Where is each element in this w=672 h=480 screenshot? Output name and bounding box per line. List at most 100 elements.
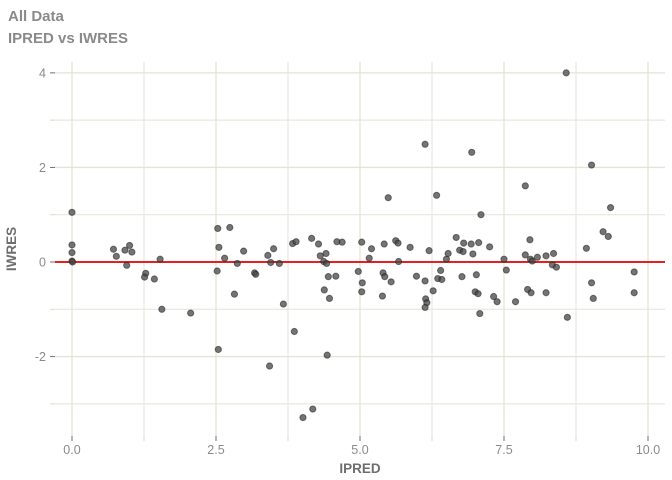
y-tick-label: 4 <box>39 66 46 80</box>
data-point <box>269 245 278 253</box>
x-tick-label: 7.5 <box>495 443 512 457</box>
x-tick-label: 0.0 <box>63 443 80 457</box>
data-point <box>380 240 388 248</box>
data-point <box>325 294 334 303</box>
plot-subtitle: IPRED vs IWRES <box>8 30 129 47</box>
data-point <box>381 273 389 281</box>
data-point <box>68 241 76 249</box>
data-point <box>290 327 298 336</box>
data-point <box>323 351 331 359</box>
data-point <box>587 161 596 169</box>
data-point <box>68 258 77 266</box>
data-point <box>474 290 482 298</box>
data-point <box>299 413 307 422</box>
data-point <box>476 309 484 318</box>
data-point <box>332 272 340 280</box>
data-point <box>468 148 476 156</box>
data-point <box>121 246 129 254</box>
data-point <box>406 243 414 251</box>
data-point <box>421 140 429 148</box>
data-point <box>521 251 529 259</box>
data-point <box>490 292 498 301</box>
data-point <box>367 245 376 253</box>
data-point <box>267 258 275 267</box>
y-tick-label: 2 <box>39 161 46 175</box>
data-point <box>265 362 274 370</box>
data-point <box>542 252 550 260</box>
data-point <box>437 266 445 275</box>
data-point <box>469 250 477 258</box>
data-point <box>542 289 550 297</box>
data-point <box>314 240 323 248</box>
data-point <box>275 259 283 268</box>
data-point <box>511 298 520 306</box>
data-point <box>458 273 466 281</box>
data-point <box>109 245 118 253</box>
data-point <box>320 286 328 294</box>
data-point <box>412 272 421 280</box>
data-point <box>322 249 330 258</box>
title-block: All Data IPRED vs IWRES <box>8 6 128 50</box>
data-point <box>552 263 561 271</box>
data-point <box>589 294 597 303</box>
x-axis-title: IPRED <box>339 461 381 476</box>
data-point <box>158 305 166 313</box>
data-point <box>338 238 346 246</box>
data-point <box>394 257 403 266</box>
data-point <box>279 300 287 308</box>
data-point <box>128 248 136 256</box>
plot-title: All Data <box>8 8 64 25</box>
data-point <box>438 275 446 284</box>
x-tick-label: 5.0 <box>351 443 368 457</box>
data-point <box>308 234 316 242</box>
data-point <box>421 277 429 285</box>
data-point <box>582 244 590 252</box>
data-point <box>292 238 300 246</box>
data-point <box>309 405 317 413</box>
data-point <box>562 69 570 77</box>
data-point <box>444 249 452 258</box>
data-point <box>213 267 221 275</box>
data-point <box>187 309 195 317</box>
data-point <box>68 208 76 216</box>
data-point <box>460 239 468 247</box>
data-point <box>358 279 366 287</box>
y-axis-title: IWRES <box>4 227 19 271</box>
data-point <box>384 194 392 202</box>
data-point <box>378 292 387 300</box>
data-point <box>365 254 373 262</box>
x-tick-label: 10.0 <box>636 443 660 457</box>
data-point <box>140 273 149 281</box>
data-point <box>240 247 248 255</box>
data-point <box>486 243 494 251</box>
data-point <box>533 253 542 261</box>
data-point <box>630 268 638 276</box>
data-point <box>475 239 483 247</box>
data-point <box>493 298 501 306</box>
data-point <box>233 259 241 268</box>
data-point <box>125 241 134 250</box>
data-point <box>477 211 485 219</box>
data-point <box>527 289 535 297</box>
data-point <box>563 313 571 321</box>
data-point <box>421 303 429 311</box>
data-point <box>358 288 366 296</box>
data-point <box>502 266 510 274</box>
y-tick-label: 0 <box>39 256 46 270</box>
data-point <box>459 248 467 256</box>
data-point <box>500 255 508 263</box>
data-point <box>156 255 164 263</box>
data-point <box>387 278 395 286</box>
data-point <box>214 224 222 233</box>
data-point <box>549 249 558 258</box>
data-point <box>467 240 475 248</box>
data-point <box>452 233 460 242</box>
x-tick-label: 2.5 <box>207 443 224 457</box>
data-point <box>526 236 534 244</box>
data-point <box>215 243 223 251</box>
data-point <box>528 257 536 265</box>
data-point <box>252 270 260 278</box>
data-point <box>358 238 366 246</box>
